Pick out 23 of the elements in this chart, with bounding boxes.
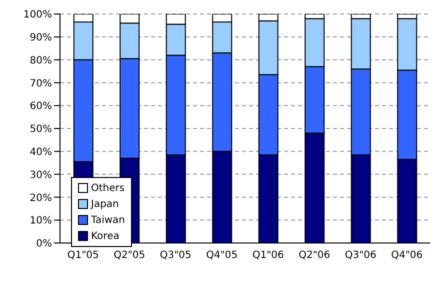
y-tick-label: 10% xyxy=(30,216,52,227)
legend-label: Taiwan xyxy=(91,214,126,226)
x-tick-label: Q3"06 xyxy=(344,250,376,262)
x-tick-label: Q2"06 xyxy=(298,250,330,262)
x-tick-label: Q1"05 xyxy=(67,250,99,262)
x-tick-label: Q3"05 xyxy=(160,250,192,262)
y-tick-label: 50% xyxy=(30,124,52,136)
y-tick-label: 80% xyxy=(30,55,52,66)
x-tick-label: Q1"06 xyxy=(252,250,284,262)
y-tick-label: 40% xyxy=(30,146,52,158)
legend-label: Others xyxy=(91,182,125,194)
x-tick-label: Q4"06 xyxy=(391,250,423,262)
legend-label: Korea xyxy=(91,230,120,242)
x-tick-label: Q2"05 xyxy=(114,250,146,262)
y-tick-label: 20% xyxy=(30,192,52,204)
y-tick-label: 100% xyxy=(23,10,52,21)
y-tick-label: 30% xyxy=(30,170,52,181)
x-tick-label: Q4"05 xyxy=(206,250,238,262)
y-tick-label: 90% xyxy=(30,32,52,44)
y-tick-label: 0% xyxy=(36,238,52,250)
y-tick-label: 60% xyxy=(30,101,52,112)
legend-label: Japan xyxy=(91,198,119,210)
y-tick-label: 70% xyxy=(30,78,52,90)
